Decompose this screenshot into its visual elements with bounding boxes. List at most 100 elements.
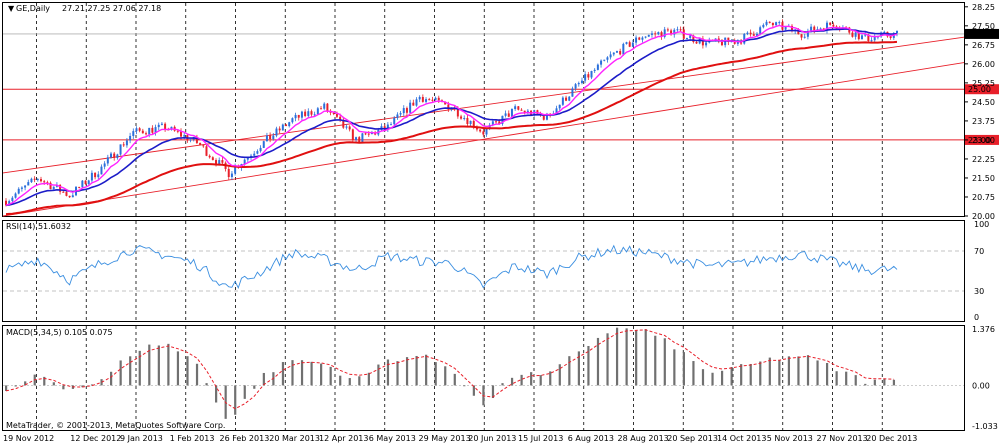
candle-body <box>460 116 463 119</box>
candle-body <box>135 128 138 132</box>
ma-fast-line <box>5 24 898 206</box>
y-tick-label: 20.75 <box>972 193 995 202</box>
candle-body <box>49 182 52 189</box>
candle-body <box>647 34 650 37</box>
candle-body <box>157 124 160 128</box>
candle-body <box>625 42 628 44</box>
macd-bar <box>62 385 65 390</box>
symbol-label: GE,Daily <box>16 4 50 13</box>
candle-body <box>749 32 752 35</box>
candle-body <box>195 136 198 143</box>
candle-body <box>813 26 816 31</box>
candle-body <box>657 32 660 35</box>
macd-bar <box>148 344 151 386</box>
candle-body <box>689 35 692 38</box>
y-tick-label: 26.00 <box>972 60 995 69</box>
candle-body <box>479 129 482 132</box>
macd-signal-line <box>5 329 894 410</box>
macd-bar <box>663 338 666 386</box>
chart-dropdown-icon[interactable]: ▼ <box>8 4 15 13</box>
macd-bar <box>119 360 122 386</box>
candle-body <box>444 101 447 105</box>
candle-body <box>584 74 587 81</box>
candle-body <box>768 21 771 23</box>
rsi-label: RSI(14) 51.6032 <box>6 222 71 231</box>
candle-body <box>259 147 262 152</box>
macd-bar <box>425 354 428 386</box>
candle-body <box>189 139 192 141</box>
macd-bar <box>510 377 514 386</box>
trend-channel <box>2 36 965 217</box>
candle-body <box>784 26 787 30</box>
moving-averages <box>5 24 898 216</box>
candle-body <box>90 172 93 181</box>
candle-body <box>11 197 14 202</box>
candle-body <box>829 22 832 25</box>
macd-bar <box>568 356 571 386</box>
candle-body <box>8 201 11 206</box>
macd-bar <box>749 363 752 386</box>
candle-body <box>246 157 249 160</box>
x-tick-label: 19 Nov 2012 <box>3 434 54 443</box>
candle-body <box>307 111 310 116</box>
candle-body <box>199 142 202 146</box>
candle-body <box>568 96 571 101</box>
candle-body <box>68 195 71 198</box>
candle-body <box>660 32 663 37</box>
candle-body <box>103 163 106 167</box>
candle-body <box>896 30 898 34</box>
macd-bar <box>43 376 46 386</box>
candle-body <box>565 97 568 101</box>
candle-body <box>281 124 284 131</box>
macd-bar <box>825 362 829 386</box>
macd-bar <box>778 360 781 386</box>
macd-bar <box>892 379 896 386</box>
x-tick-label: 15 Jul 2013 <box>518 434 563 443</box>
candle-body <box>880 32 883 37</box>
candle-body <box>393 117 396 125</box>
macd-label: MACD(5,34,5) 0.105 0.075 <box>6 328 113 337</box>
ma-slow-line <box>5 28 898 206</box>
candle-body <box>746 32 749 35</box>
candle-body <box>310 111 313 115</box>
channel-lower <box>2 62 965 217</box>
candle-body <box>720 41 723 46</box>
macd-bar <box>654 335 657 386</box>
macd-bar <box>281 362 285 386</box>
candle-body <box>555 108 558 114</box>
candle-body <box>615 51 618 53</box>
candle-body <box>638 37 641 40</box>
candle-body <box>504 113 507 116</box>
candle-body <box>399 113 402 115</box>
level-tag-label: 25.00 <box>968 85 991 94</box>
candle-body <box>860 35 863 40</box>
macd-bar <box>873 379 876 386</box>
macd-bar <box>883 378 886 386</box>
candle-body <box>574 84 577 89</box>
macd-bar <box>5 385 8 391</box>
candlesticks <box>5 19 898 207</box>
macd-bar <box>253 385 256 389</box>
candle-body <box>434 97 437 100</box>
level-tag <box>965 84 999 95</box>
candle-body <box>523 110 526 113</box>
candle-body <box>644 36 647 38</box>
candle-body <box>571 88 574 97</box>
candle-body <box>288 122 291 127</box>
macd-bar <box>176 351 180 386</box>
macd-bar <box>157 345 160 386</box>
candle-body <box>469 120 472 124</box>
candle-body <box>364 133 367 135</box>
x-tick-label: 12 Apr 2013 <box>319 434 368 443</box>
rsi-tick-label: 70 <box>974 247 984 256</box>
candle-body <box>151 127 154 133</box>
macd-bar <box>300 360 304 386</box>
macd-bar <box>720 370 724 386</box>
candle-body <box>78 186 81 188</box>
candle-body <box>355 137 358 141</box>
candle-body <box>30 178 33 183</box>
candle-body <box>650 33 653 35</box>
candle-body <box>294 114 297 119</box>
macd-bar <box>768 357 771 386</box>
candle-body <box>116 154 119 158</box>
